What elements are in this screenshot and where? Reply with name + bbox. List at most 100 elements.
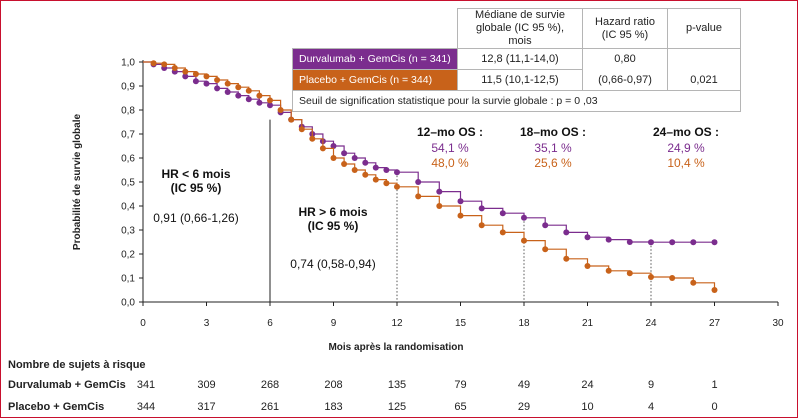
os18-durva: 35,1 % — [534, 141, 572, 155]
table-footnote: Seuil de signification statistique pour … — [292, 90, 741, 112]
data-point-placebo — [478, 222, 485, 229]
data-point-placebo — [605, 267, 612, 274]
summary-table: Médiane de survie globale (IC 95 %), moi… — [292, 8, 741, 112]
y-tick-label: 0,8 — [121, 106, 135, 117]
data-point-durvalumab — [521, 214, 527, 221]
x-tick-label: 3 — [204, 318, 210, 329]
data-point-placebo — [669, 275, 676, 281]
x-tick-label: 24 — [645, 318, 657, 329]
data-point-durvalumab — [690, 239, 697, 246]
data-point-placebo — [584, 263, 591, 269]
y-tick-label: 0,5 — [121, 178, 135, 189]
hr-before-title-2: (IC 95 %) — [171, 181, 222, 195]
x-axis-label: Mois après la randomisation — [328, 342, 463, 353]
y-axis-label: Probabilité de survie globale — [72, 113, 83, 250]
data-point-placebo — [192, 71, 199, 77]
row-durva-median: 12,8 (11,1-14,0) — [457, 48, 583, 70]
data-point-durvalumab — [626, 239, 633, 245]
x-tick-label: 12 — [391, 318, 403, 329]
hr-ci: (0,66-0,97) — [582, 69, 668, 91]
data-point-durvalumab — [372, 164, 379, 171]
hr-after-title-2: (IC 95 %) — [308, 219, 359, 233]
data-point-durvalumab — [542, 222, 549, 229]
data-point-placebo — [298, 126, 305, 133]
y-tick-label: 0,2 — [121, 250, 135, 261]
p-empty — [667, 48, 741, 70]
data-point-placebo — [499, 229, 506, 236]
data-point-placebo — [235, 84, 242, 91]
y-tick-label: 0,7 — [121, 130, 135, 141]
data-point-durvalumab — [182, 73, 189, 80]
data-point-durvalumab — [711, 239, 718, 246]
y-tick-label: 0,3 — [121, 226, 135, 237]
x-tick-label: 0 — [140, 318, 146, 329]
data-point-durvalumab — [383, 167, 390, 173]
data-point-durvalumab — [415, 179, 422, 185]
data-point-placebo — [351, 167, 358, 173]
x-tick-label: 9 — [331, 318, 337, 329]
series-line-durvalumab — [143, 61, 715, 243]
os24-durva: 24,9 % — [667, 141, 705, 155]
os18-label: 18–mo OS : — [520, 125, 586, 139]
y-tick-label: 0,6 — [121, 154, 135, 165]
header-hr: Hazard ratio (IC 95 %) — [582, 8, 668, 49]
data-point-placebo — [288, 116, 295, 123]
data-point-placebo — [330, 155, 337, 161]
x-tick-label: 21 — [582, 318, 594, 329]
x-tick-label: 18 — [518, 318, 530, 329]
row-durva-arm: Durvalumab + GemCis (n = 341) — [292, 48, 458, 70]
data-point-durvalumab — [256, 99, 263, 106]
x-tick-label: 30 — [772, 318, 784, 329]
os24-label: 24–mo OS : — [653, 125, 719, 139]
hr-before-value: 0,91 (0,66-1,26) — [153, 211, 238, 225]
data-point-durvalumab — [214, 85, 221, 92]
data-point-durvalumab — [330, 143, 337, 149]
y-tick-label: 1,0 — [121, 58, 135, 69]
hr-value: 0,80 — [582, 48, 668, 70]
data-point-placebo — [626, 270, 633, 277]
data-point-durvalumab — [648, 239, 654, 246]
data-point-durvalumab — [341, 150, 348, 157]
data-point-durvalumab — [362, 159, 369, 166]
os12-durva: 54,1 % — [431, 141, 469, 155]
row-placebo-arm: Placebo + GemCis (n = 344) — [292, 69, 458, 91]
data-point-durvalumab — [203, 80, 210, 87]
x-tick-label: 27 — [709, 318, 721, 329]
data-point-placebo — [341, 161, 348, 167]
table-corner — [292, 8, 458, 49]
hr-before-title-1: HR < 6 mois — [161, 167, 230, 181]
y-tick-label: 0,1 — [121, 274, 135, 285]
os12-label: 12–mo OS : — [417, 125, 483, 139]
data-point-placebo — [150, 60, 157, 67]
data-point-durvalumab — [351, 155, 358, 161]
data-point-durvalumab — [584, 234, 591, 241]
data-point-durvalumab — [436, 188, 443, 195]
data-point-durvalumab — [224, 89, 231, 95]
data-point-placebo — [182, 68, 189, 75]
data-point-durvalumab — [245, 96, 252, 103]
data-point-placebo — [203, 73, 210, 80]
data-point-placebo — [648, 274, 654, 280]
data-point-placebo — [394, 183, 400, 190]
data-point-placebo — [383, 180, 390, 187]
data-point-durvalumab — [669, 239, 676, 246]
data-point-durvalumab — [478, 205, 485, 212]
data-point-placebo — [542, 246, 549, 253]
data-point-durvalumab — [394, 169, 400, 176]
header-median: Médiane de survie globale (IC 95 %), moi… — [457, 8, 583, 49]
y-tick-label: 0,4 — [121, 202, 135, 213]
data-point-durvalumab — [563, 229, 570, 236]
data-point-durvalumab — [192, 78, 199, 85]
data-point-placebo — [457, 212, 464, 219]
data-point-placebo — [690, 279, 697, 286]
data-point-placebo — [224, 80, 231, 87]
data-point-placebo — [415, 193, 422, 200]
data-point-durvalumab — [605, 236, 612, 243]
data-point-placebo — [267, 97, 273, 104]
x-tick-label: 15 — [455, 318, 467, 329]
data-point-placebo — [711, 287, 718, 293]
data-point-placebo — [277, 107, 284, 113]
data-point-placebo — [362, 171, 369, 178]
x-tick-label: 6 — [267, 318, 273, 329]
y-tick-label: 0,0 — [121, 298, 135, 309]
